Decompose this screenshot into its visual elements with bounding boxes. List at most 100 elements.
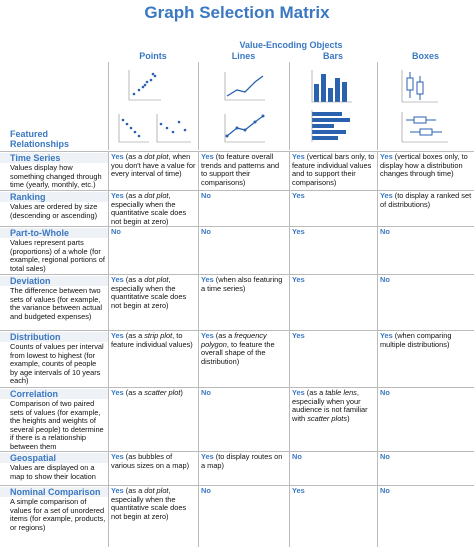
column-header: Boxes: [411, 51, 439, 61]
matrix-cell: No: [377, 451, 474, 485]
answer: No: [292, 452, 302, 461]
row-label: Ranking Values are ordered by size (desce…: [0, 190, 108, 226]
note: scatter plot: [144, 388, 181, 397]
answer: Yes: [292, 152, 305, 161]
matrix-cell: Yes (as a scatter plot): [108, 387, 198, 451]
note: dot plot: [144, 152, 169, 161]
note: (as a: [215, 331, 235, 340]
answer: Yes: [201, 275, 214, 284]
row-description: Counts of values per interval from lowes…: [10, 342, 104, 386]
column-header: Bars: [322, 51, 343, 61]
note: , especially when the quantitative scale…: [111, 486, 187, 521]
note: , to feature the overall shape of the di…: [201, 339, 275, 366]
matrix-cell: Yes (as a dot plot, when you don't have a…: [108, 151, 198, 190]
note: (as a: [125, 275, 145, 284]
note: (as a: [125, 331, 145, 340]
note: , especially when the quantitative scale…: [111, 191, 187, 226]
note: (as a: [125, 191, 145, 200]
answer: No: [201, 191, 211, 200]
boxes-thumbnails: [377, 62, 448, 150]
matrix-cell: No: [289, 451, 377, 485]
matrix-cell: No: [377, 485, 474, 547]
row-label: Geospatial Values are displayed on a map …: [0, 451, 108, 485]
row-header: Featured Relationships: [10, 129, 70, 149]
note: ): [347, 413, 350, 423]
note: scatter plots: [307, 413, 348, 423]
answer: Yes: [201, 331, 214, 340]
points-thumbnails: [108, 62, 191, 150]
matrix-cell: Yes (as a table lens, especially when you…: [289, 387, 377, 451]
matrix-cell: Yes: [289, 274, 377, 330]
row-label: Time Series Values display how something …: [0, 151, 108, 190]
note: (to display routes on a map): [201, 452, 283, 470]
answer: Yes: [380, 152, 393, 161]
row-label: Nominal Comparison A simple comparison of…: [0, 485, 108, 547]
answer: Yes: [292, 388, 305, 397]
answer: Yes: [201, 452, 214, 461]
matrix-cell: No: [198, 485, 289, 547]
answer: Yes: [292, 191, 305, 200]
answer: Yes: [292, 275, 305, 284]
row-description: Comparison of two paired sets of values …: [10, 399, 104, 451]
row-title: Distribution: [0, 332, 108, 342]
note: (as a: [125, 388, 145, 397]
column-header: Points: [139, 51, 167, 61]
answer: Yes: [380, 191, 393, 200]
answer: Yes: [111, 486, 124, 495]
row-description: Values are displayed on a map to show th…: [10, 463, 96, 481]
matrix-cell: No: [377, 274, 474, 330]
row-label: Correlation Comparison of two paired sets…: [0, 387, 108, 451]
note: ): [180, 388, 183, 397]
row-description: Values are ordered by size (descending o…: [10, 202, 98, 220]
note: (to display a ranked set of distribution…: [380, 191, 472, 209]
note: (as bubbles of various sizes on a map): [111, 452, 190, 470]
note: (vertical bars only, to feature individu…: [292, 152, 375, 187]
answer: No: [380, 388, 390, 397]
column-header: Lines: [231, 51, 256, 61]
bars-thumbnails: [289, 62, 352, 150]
matrix-cell: Yes (as bubbles of various sizes on a map…: [108, 451, 198, 485]
row-description: Values display how something changed thr…: [10, 163, 102, 190]
answer: Yes: [111, 452, 124, 461]
answer: No: [111, 227, 121, 236]
matrix-cell: No: [377, 387, 474, 451]
answer: No: [380, 275, 390, 284]
matrix-cell: Yes (as a dot plot, especially when the q…: [108, 274, 198, 330]
note: , to feature individual values): [111, 331, 193, 349]
note: table lens: [325, 388, 357, 397]
answer: Yes: [292, 227, 305, 236]
lines-thumbnails: [198, 62, 265, 150]
row-description: A simple comparison of values for a set …: [10, 497, 106, 532]
row-title: Correlation: [0, 389, 108, 399]
row-label: Distribution Counts of values per interva…: [0, 330, 108, 387]
row-description: Values represent parts (proportions) of …: [10, 238, 105, 273]
row-title: Deviation: [0, 276, 108, 286]
note: dot plot: [144, 191, 169, 200]
matrix-cell: No: [198, 226, 289, 274]
answer: Yes: [292, 331, 305, 340]
row-title: Part-to-Whole: [0, 228, 108, 238]
note: (as a: [125, 486, 145, 495]
matrix-cell: Yes (vertical bars only, to feature indiv…: [289, 151, 377, 190]
row-label: Deviation The difference between two sets…: [0, 274, 108, 330]
answer: No: [201, 388, 211, 397]
matrix-cell: Yes (to display a ranked set of distribut…: [377, 190, 474, 226]
note: (as a: [125, 152, 145, 161]
answer: No: [380, 486, 390, 495]
matrix-cell: Yes: [289, 485, 377, 547]
answer: No: [380, 452, 390, 461]
answer: No: [201, 227, 211, 236]
title: Graph Selection Matrix: [144, 3, 330, 22]
matrix-cell: No: [198, 387, 289, 451]
row-title: Geospatial: [0, 453, 108, 463]
note: (when comparing multiple distributions): [380, 331, 452, 349]
note: strip plot: [144, 331, 173, 340]
matrix-cell: Yes (vertical boxes only, to display how …: [377, 151, 474, 190]
matrix-cell: Yes (to feature overall trends and patter…: [198, 151, 289, 190]
matrix-cell: Yes: [289, 330, 377, 387]
answer: No: [380, 227, 390, 236]
matrix-cell: Yes (to display routes on a map): [198, 451, 289, 485]
row-title: Ranking: [0, 192, 108, 202]
row-title: Time Series: [0, 153, 108, 163]
